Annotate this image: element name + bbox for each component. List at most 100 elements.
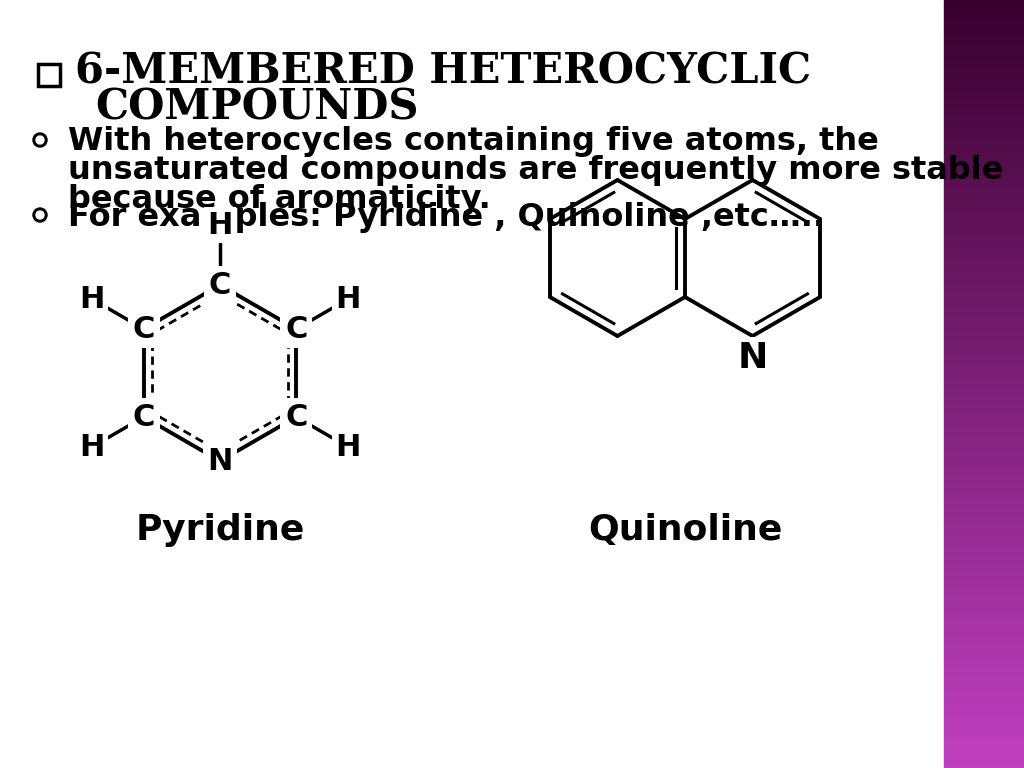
Bar	[944, 313, 1024, 315]
Bar	[944, 200, 1024, 202]
Bar	[944, 394, 1024, 397]
Bar	[944, 0, 1024, 2]
Bar	[944, 217, 1024, 220]
Bar	[944, 407, 1024, 409]
Bar	[944, 31, 1024, 33]
Bar	[944, 735, 1024, 737]
Bar	[944, 246, 1024, 248]
Bar	[944, 614, 1024, 617]
Bar	[944, 266, 1024, 269]
Bar	[944, 51, 1024, 54]
Bar	[944, 13, 1024, 15]
Bar	[944, 566, 1024, 568]
Bar	[944, 48, 1024, 51]
Bar	[944, 482, 1024, 484]
Bar	[944, 699, 1024, 701]
Text: H: H	[336, 432, 360, 462]
Bar	[944, 515, 1024, 517]
Bar	[944, 694, 1024, 697]
Bar	[944, 455, 1024, 458]
Bar	[944, 386, 1024, 389]
Text: Pyridine: Pyridine	[135, 513, 305, 547]
Bar	[944, 522, 1024, 525]
Bar	[944, 92, 1024, 94]
Bar	[944, 215, 1024, 217]
Bar	[944, 223, 1024, 225]
Bar	[944, 376, 1024, 379]
Bar	[944, 635, 1024, 637]
Bar	[944, 440, 1024, 443]
Bar	[944, 622, 1024, 624]
Text: unsaturated compounds are frequently more stable: unsaturated compounds are frequently mor…	[68, 155, 1004, 186]
Bar	[944, 151, 1024, 154]
Text: H: H	[79, 432, 104, 462]
Bar	[944, 727, 1024, 730]
Bar	[944, 461, 1024, 463]
Bar	[944, 676, 1024, 678]
Bar	[944, 558, 1024, 561]
Bar	[944, 253, 1024, 256]
Bar	[944, 612, 1024, 614]
Bar	[944, 276, 1024, 279]
Bar	[944, 722, 1024, 724]
Bar	[944, 248, 1024, 251]
Bar	[944, 499, 1024, 502]
Bar	[944, 463, 1024, 466]
Bar	[944, 663, 1024, 666]
Bar	[944, 336, 1024, 338]
Bar	[944, 438, 1024, 440]
Bar	[944, 532, 1024, 535]
Bar	[944, 609, 1024, 612]
Bar	[944, 453, 1024, 455]
Bar	[944, 584, 1024, 586]
Bar	[944, 305, 1024, 307]
Bar	[944, 74, 1024, 77]
Bar	[944, 128, 1024, 131]
Bar	[944, 167, 1024, 169]
Bar	[944, 379, 1024, 382]
Bar	[944, 405, 1024, 407]
Bar	[944, 517, 1024, 520]
Bar	[944, 315, 1024, 317]
Bar	[944, 576, 1024, 578]
Bar	[944, 56, 1024, 59]
Bar	[944, 177, 1024, 179]
Text: H: H	[336, 284, 360, 313]
Bar	[944, 243, 1024, 246]
Bar	[944, 717, 1024, 720]
Bar	[944, 202, 1024, 205]
Bar	[944, 182, 1024, 184]
Bar	[944, 730, 1024, 732]
Bar	[944, 317, 1024, 320]
Bar	[944, 399, 1024, 402]
Bar	[944, 647, 1024, 650]
Bar	[944, 601, 1024, 604]
Bar	[944, 627, 1024, 630]
Text: C: C	[209, 270, 231, 300]
Bar	[944, 425, 1024, 428]
Bar	[944, 366, 1024, 369]
Bar	[944, 348, 1024, 351]
Bar	[944, 144, 1024, 146]
Bar	[944, 25, 1024, 28]
Bar	[944, 146, 1024, 148]
Bar	[944, 397, 1024, 399]
Bar	[944, 704, 1024, 707]
Text: C: C	[285, 315, 307, 343]
Bar	[944, 732, 1024, 735]
Bar	[944, 489, 1024, 492]
Bar	[944, 763, 1024, 766]
Bar	[944, 290, 1024, 292]
Bar	[944, 307, 1024, 310]
Text: N: N	[737, 341, 768, 375]
Bar	[944, 5, 1024, 8]
Bar	[944, 760, 1024, 763]
Bar	[944, 256, 1024, 259]
Bar	[944, 684, 1024, 686]
Bar	[944, 46, 1024, 48]
Bar	[944, 655, 1024, 658]
Bar	[944, 161, 1024, 164]
Text: 6-MEMBERED HETEROCYCLIC: 6-MEMBERED HETEROCYCLIC	[75, 51, 811, 93]
Bar	[944, 105, 1024, 108]
Bar	[944, 737, 1024, 740]
